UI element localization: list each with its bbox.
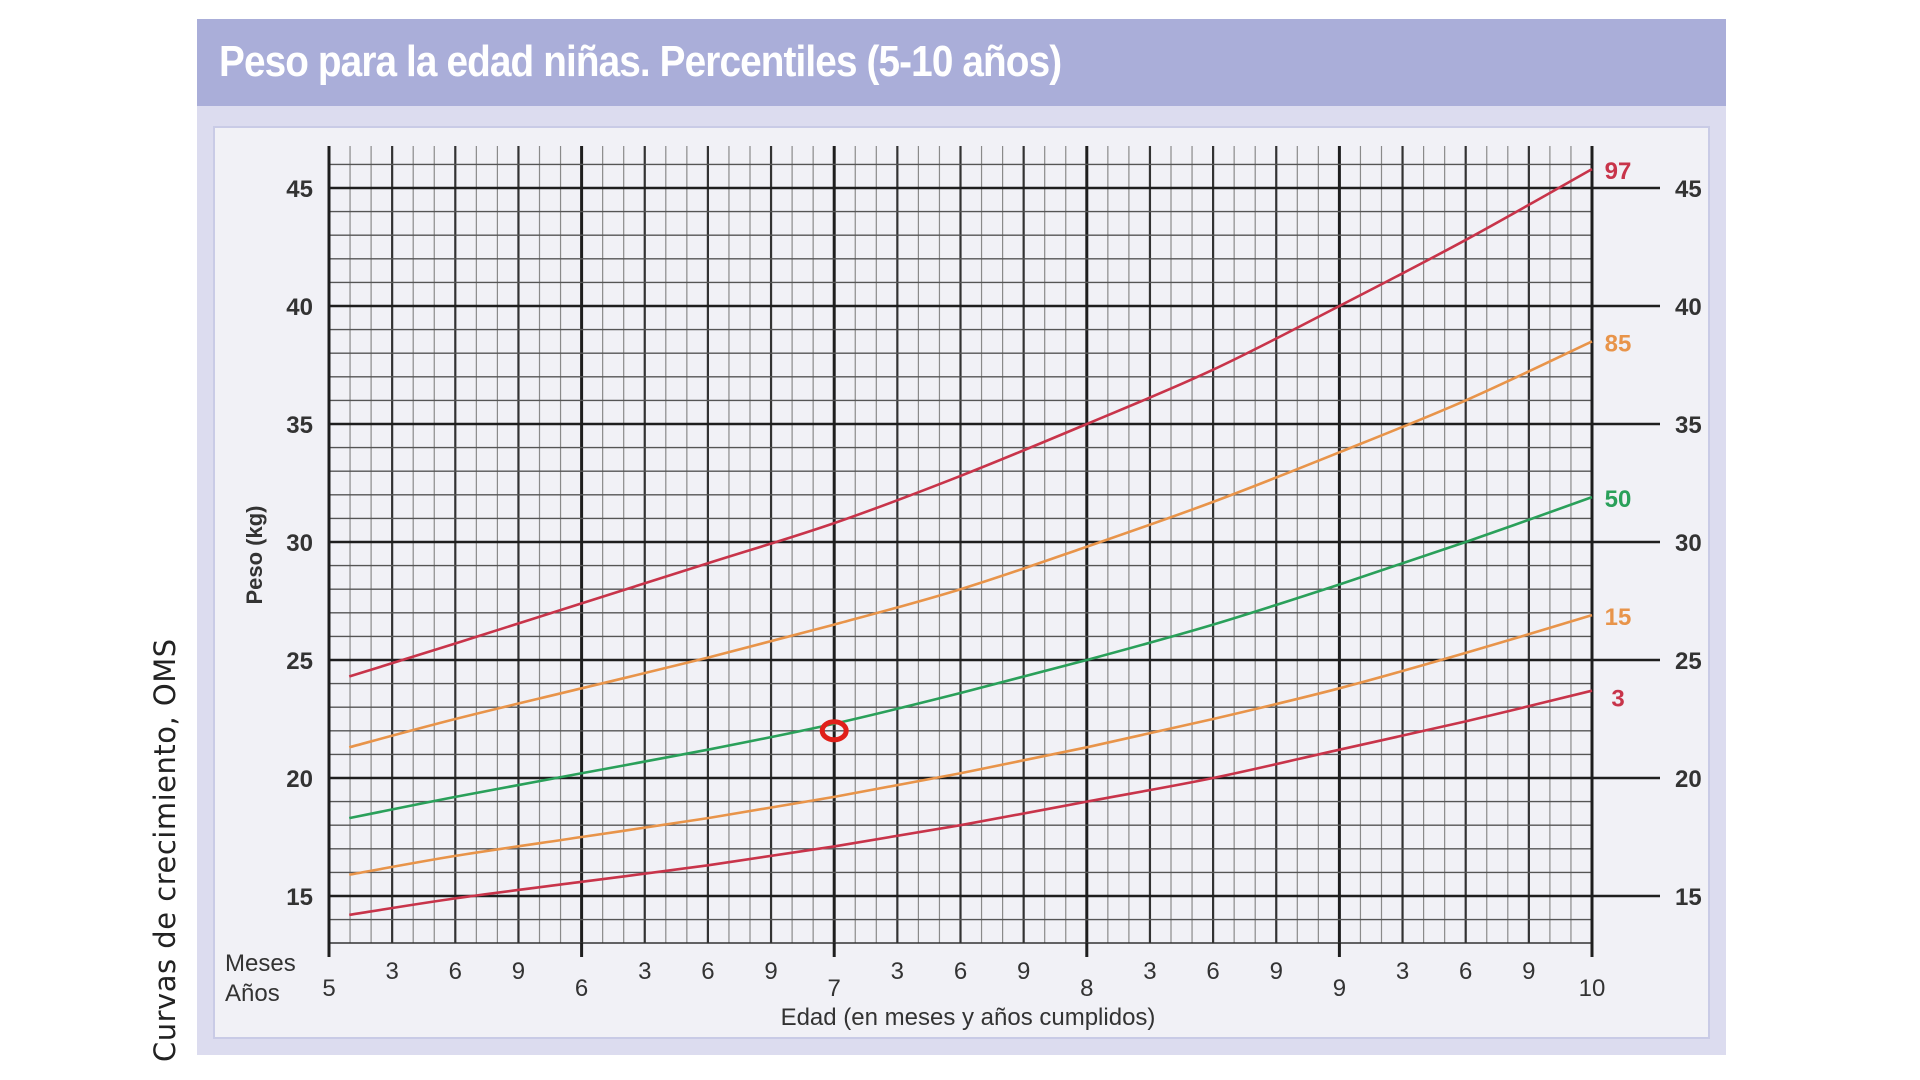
percentile-label-3: 3 xyxy=(1611,686,1624,713)
chart-title: Peso para la edad niñas. Percentiles (5-… xyxy=(219,37,1062,86)
percentile-label-97: 97 xyxy=(1605,158,1632,185)
y-tick-label-right: 20 xyxy=(1675,766,1702,793)
x-month-label: 9 xyxy=(512,958,525,985)
y-tick-label-right: 45 xyxy=(1675,176,1702,203)
percentile-label-50: 50 xyxy=(1605,486,1632,513)
percentile-curve-15 xyxy=(348,613,1593,877)
percentile-curve-3 xyxy=(349,689,1593,917)
x-month-label: 3 xyxy=(1143,958,1156,985)
x-month-label: 3 xyxy=(891,958,904,985)
x-month-label: 9 xyxy=(764,958,777,985)
y-tick-label-left: 35 xyxy=(286,412,313,439)
x-year-label: 10 xyxy=(1579,975,1606,1002)
x-month-label: 3 xyxy=(1396,958,1409,985)
percentile-curve-50 xyxy=(348,495,1593,820)
x-year-label: 7 xyxy=(828,975,841,1002)
percentile-label-15: 15 xyxy=(1605,604,1632,631)
years-row-label: Años xyxy=(225,980,280,1007)
x-month-label: 6 xyxy=(1206,958,1219,985)
y-tick-label-right: 30 xyxy=(1675,530,1702,557)
x-month-label: 6 xyxy=(701,958,714,985)
y-tick-label-left: 40 xyxy=(286,294,313,321)
x-month-label: 3 xyxy=(385,958,398,985)
x-axis-label: Edad (en meses y años cumplidos) xyxy=(781,1004,1156,1031)
percentile-curve-85 xyxy=(348,340,1593,749)
y-tick-label-left: 20 xyxy=(286,766,313,793)
x-year-label: 6 xyxy=(575,975,588,1002)
x-month-label: 6 xyxy=(449,958,462,985)
x-month-label: 9 xyxy=(1270,958,1283,985)
y-tick-label-right: 35 xyxy=(1675,412,1702,439)
y-tick-label-left: 25 xyxy=(286,648,313,675)
y-tick-label-right: 40 xyxy=(1675,294,1702,321)
months-row-label: Meses xyxy=(225,950,296,977)
x-month-label: 3 xyxy=(638,958,651,985)
percentile-label-85: 85 xyxy=(1605,330,1632,357)
y-axis-label: Peso (kg) xyxy=(242,505,267,604)
x-month-label: 9 xyxy=(1522,958,1535,985)
x-year-label: 9 xyxy=(1333,975,1346,1002)
y-tick-label-left: 45 xyxy=(286,176,313,203)
percentile-curve-97 xyxy=(348,167,1593,678)
x-year-label: 5 xyxy=(322,975,335,1002)
y-tick-label-left: 15 xyxy=(286,884,313,911)
x-month-label: 6 xyxy=(1459,958,1472,985)
data-point-marker xyxy=(819,719,849,743)
y-tick-label-right: 25 xyxy=(1675,648,1702,675)
y-tick-label-left: 30 xyxy=(286,530,313,557)
x-year-label: 8 xyxy=(1080,975,1093,1002)
y-tick-label-right: 15 xyxy=(1675,884,1702,911)
panel-header: Peso para la edad niñas. Percentiles (5-… xyxy=(197,19,1726,106)
x-month-label: 9 xyxy=(1017,958,1030,985)
x-month-label: 6 xyxy=(954,958,967,985)
